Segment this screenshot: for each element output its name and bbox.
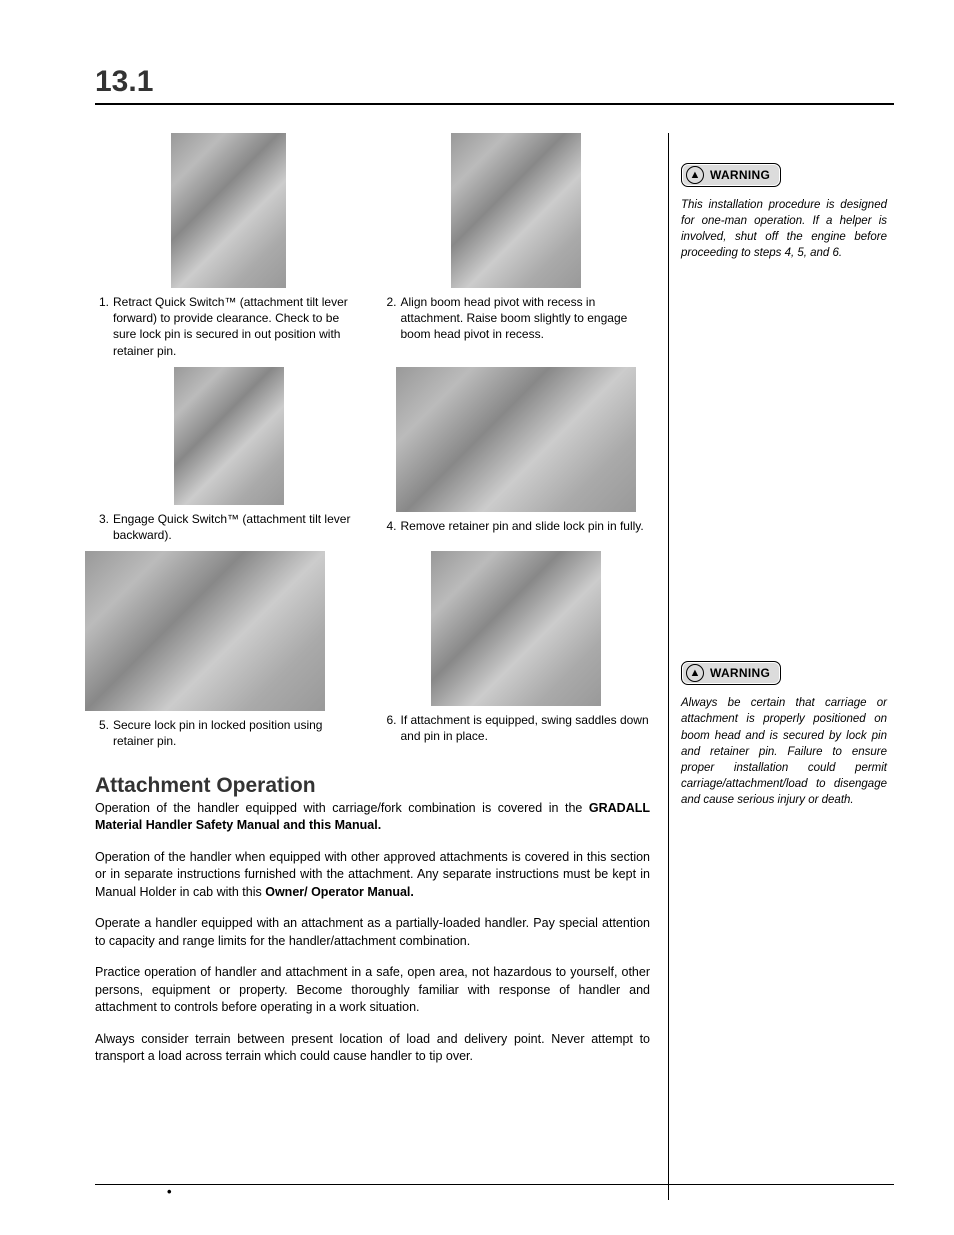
step-4-text: Remove retainer pin and slide lock pin i… xyxy=(401,518,651,534)
warning-block-1: ▲ WARNING This installation procedure is… xyxy=(681,163,887,261)
step-4-number: 4. xyxy=(383,518,401,534)
steps-grid: 1. Retract Quick Switch™ (attachment til… xyxy=(95,133,650,750)
step-4-image xyxy=(396,367,636,512)
step-6-image xyxy=(431,551,601,706)
attachment-para-4: Practice operation of handler and attach… xyxy=(95,964,650,1017)
attachment-para-2: Operation of the handler when equipped w… xyxy=(95,849,650,902)
warning-text-1: This installation procedure is designed … xyxy=(681,197,887,261)
attachment-para-1: Operation of the handler equipped with c… xyxy=(95,800,650,835)
step-2-image xyxy=(451,133,581,288)
warning-text-2: Always be certain that carriage or attac… xyxy=(681,695,887,808)
warning-icon-2: ▲ xyxy=(686,664,704,682)
step-5-text: Secure lock pin in locked position using… xyxy=(113,717,363,749)
step-5-image xyxy=(85,551,325,711)
step-3-image xyxy=(174,367,284,505)
step-6-text: If attachment is equipped, swing saddles… xyxy=(401,712,651,744)
para1-a: Operation of the handler equipped with c… xyxy=(95,801,589,815)
step-4: 4. Remove retainer pin and slide lock pi… xyxy=(383,367,651,543)
left-column: 1. Retract Quick Switch™ (attachment til… xyxy=(95,133,660,1200)
step-5: 5. Secure lock pin in locked position us… xyxy=(95,551,363,749)
step-3-number: 3. xyxy=(95,511,113,543)
warning-badge-1: ▲ WARNING xyxy=(681,163,781,187)
main-row: 1. Retract Quick Switch™ (attachment til… xyxy=(95,133,894,1200)
para2-b: Owner/ Operator Manual. xyxy=(265,885,414,899)
warning-label-2: WARNING xyxy=(710,666,770,680)
warning-label-1: WARNING xyxy=(710,168,770,182)
step-2-text: Align boom head pivot with recess in att… xyxy=(401,294,651,343)
warning-triangle-icon: ▲ xyxy=(690,668,701,679)
step-1: 1. Retract Quick Switch™ (attachment til… xyxy=(95,133,363,359)
footer-dot: • xyxy=(167,1184,172,1199)
step-1-number: 1. xyxy=(95,294,113,359)
attachment-para-5: Always consider terrain between present … xyxy=(95,1031,650,1066)
step-5-number: 5. xyxy=(95,717,113,749)
header-rule xyxy=(95,103,894,105)
attachment-operation-heading: Attachment Operation xyxy=(95,774,650,798)
step-1-text: Retract Quick Switch™ (attachment tilt l… xyxy=(113,294,363,359)
step-2-number: 2. xyxy=(383,294,401,343)
warning-block-2: ▲ WARNING Always be certain that carriag… xyxy=(681,661,887,808)
step-3: 3. Engage Quick Switch™ (attachment tilt… xyxy=(95,367,363,543)
step-3-text: Engage Quick Switch™ (attachment tilt le… xyxy=(113,511,363,543)
step-1-image xyxy=(171,133,286,288)
step-2: 2. Align boom head pivot with recess in … xyxy=(383,133,651,359)
footer-rule xyxy=(95,1184,894,1185)
attachment-para-3: Operate a handler equipped with an attac… xyxy=(95,915,650,950)
right-column: ▲ WARNING This installation procedure is… xyxy=(677,133,887,1200)
section-number: 13.1 xyxy=(95,65,894,99)
step-6: 6. If attachment is equipped, swing sadd… xyxy=(383,551,651,749)
warning-triangle-icon: ▲ xyxy=(690,170,701,181)
vertical-divider xyxy=(668,133,669,1200)
warning-badge-2: ▲ WARNING xyxy=(681,661,781,685)
warning-icon-1: ▲ xyxy=(686,166,704,184)
step-6-number: 6. xyxy=(383,712,401,744)
